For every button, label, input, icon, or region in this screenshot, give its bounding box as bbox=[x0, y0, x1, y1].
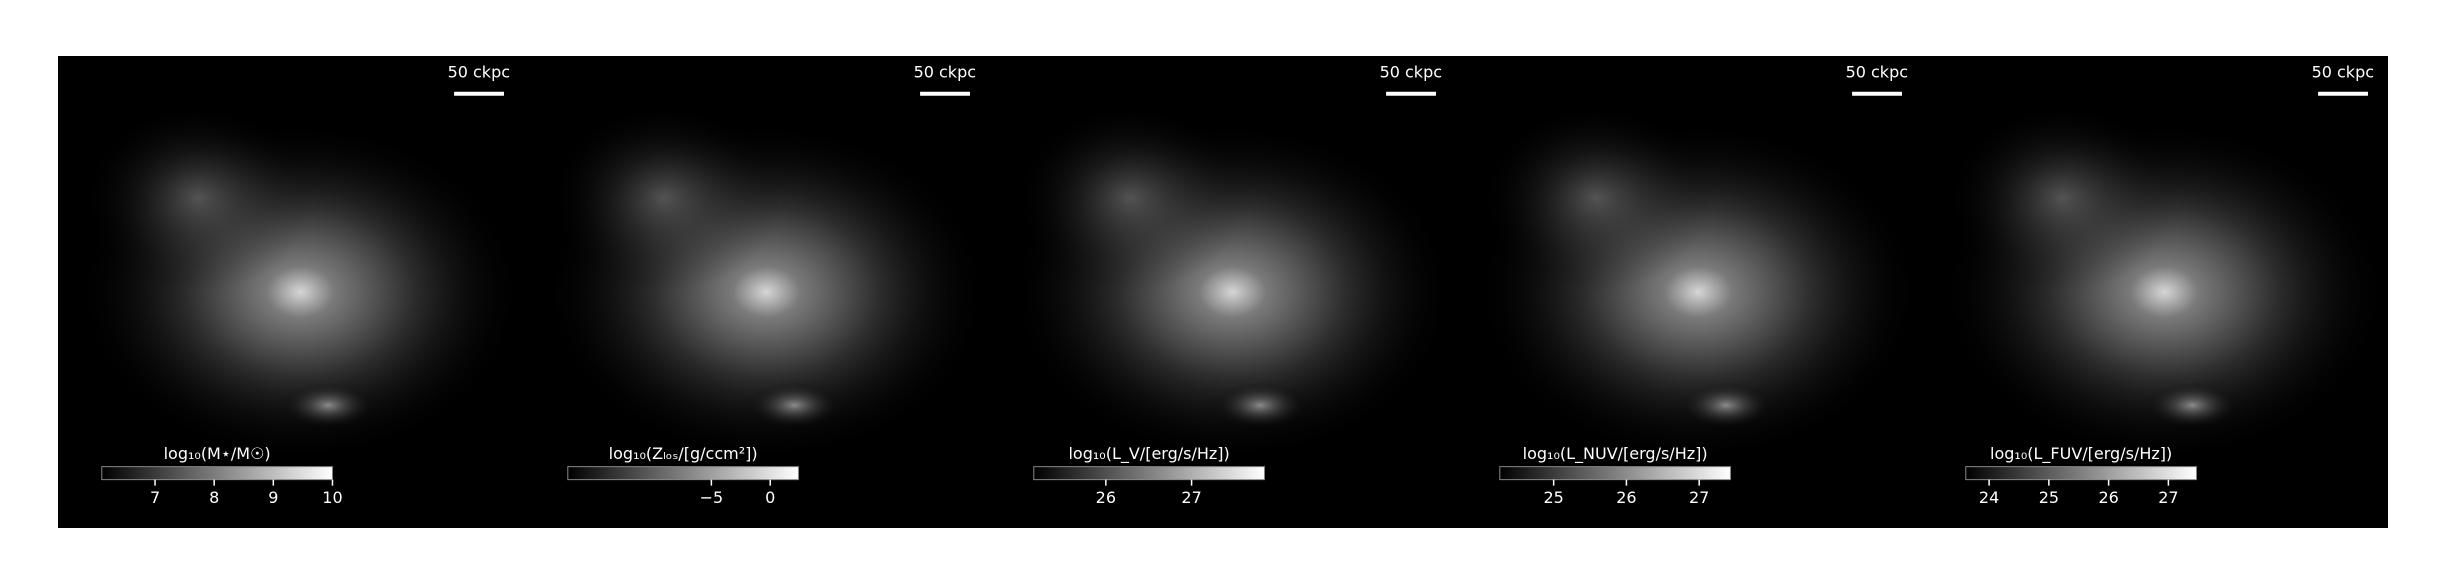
colorbar bbox=[101, 466, 333, 481]
colorbar-tick-label: 25 bbox=[1543, 488, 1563, 507]
colorbar-tick-label: 0 bbox=[765, 488, 775, 507]
colorbar-label: log₁₀(L_FUV/[erg/s/Hz]) bbox=[1990, 444, 2172, 464]
scale-label: 50 ckpc bbox=[1846, 62, 1908, 81]
panel: 50 ckpc log₁₀(L_FUV/[erg/s/Hz]) 24 25 26 27 bbox=[1922, 56, 2388, 528]
colorbar-label: log₁₀(M⋆/M☉) bbox=[164, 444, 271, 463]
colorbar-tick-label: 27 bbox=[1181, 488, 1201, 507]
colorbar-tick-label: 25 bbox=[2039, 488, 2059, 507]
colorbar-label: log₁₀(L_V/[erg/s/Hz]) bbox=[1068, 444, 1229, 464]
scale-label: 50 ckpc bbox=[914, 62, 976, 81]
image-glow bbox=[747, 381, 841, 429]
image-glow bbox=[1945, 103, 2179, 292]
colorbar-tick-label: 9 bbox=[268, 488, 278, 507]
scale-label: 50 ckpc bbox=[2312, 62, 2374, 81]
image-glow bbox=[1479, 103, 1713, 292]
colorbar bbox=[1033, 466, 1265, 481]
panel: 50 ckpc log₁₀(L_NUV/[erg/s/Hz]) 25 26 27 bbox=[1456, 56, 1922, 528]
panel: 50 ckpc log₁₀(Zₗₒₛ/[g/ccm²]) −5 0 bbox=[524, 56, 990, 528]
colorbar-label: log₁₀(L_NUV/[erg/s/Hz]) bbox=[1523, 444, 1708, 464]
colorbar-tick-label: 26 bbox=[1096, 488, 1116, 507]
colorbar-tick-label: 26 bbox=[2098, 488, 2118, 507]
panel: 50 ckpc log₁₀(L_V/[erg/s/Hz]) 26 27 bbox=[990, 56, 1456, 528]
scale-label: 50 ckpc bbox=[448, 62, 510, 81]
colorbar-tick-label: 7 bbox=[150, 488, 160, 507]
image-glow bbox=[281, 381, 375, 429]
colorbar-tick-label: 8 bbox=[209, 488, 219, 507]
colorbar-label: log₁₀(Zₗₒₛ/[g/ccm²]) bbox=[609, 444, 758, 463]
panel: 50 ckpc log₁₀(M⋆/M☉) 7 8 9 10 bbox=[58, 56, 524, 528]
image-glow bbox=[2145, 381, 2239, 429]
scale-label: 50 ckpc bbox=[1380, 62, 1442, 81]
colorbar-tick-label: 10 bbox=[322, 488, 342, 507]
image-glow bbox=[81, 103, 315, 292]
colorbar-tick-label: 27 bbox=[1689, 488, 1709, 507]
colorbar-tick-label: 24 bbox=[1979, 488, 1999, 507]
image-glow bbox=[547, 103, 781, 292]
colorbar-tick-label: 27 bbox=[2158, 488, 2178, 507]
colorbar bbox=[567, 466, 799, 481]
image-glow bbox=[1013, 103, 1247, 292]
image-glow bbox=[1679, 381, 1773, 429]
colorbar-tick-label: −5 bbox=[700, 488, 724, 507]
colorbar bbox=[1499, 466, 1731, 481]
image-glow bbox=[1213, 381, 1307, 429]
colorbar-tick-label: 26 bbox=[1616, 488, 1636, 507]
colorbar bbox=[1965, 466, 2197, 481]
